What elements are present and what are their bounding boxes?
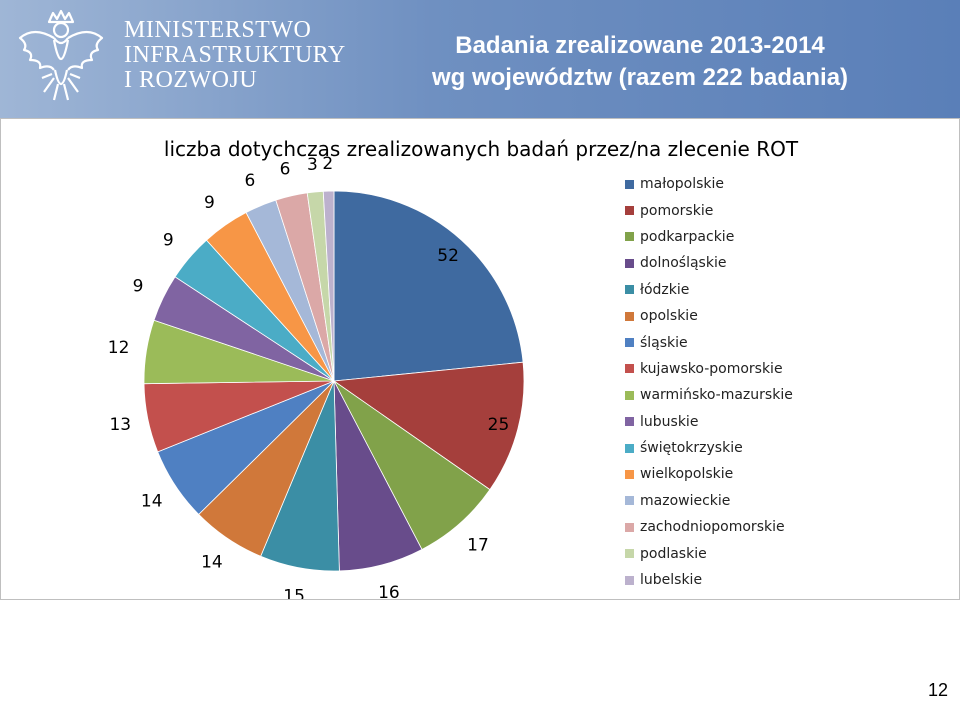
legend-entry: lubelskie	[625, 567, 793, 593]
chart-area: liczba dotychczas zrealizowanych badań p…	[0, 118, 960, 600]
legend-entry: podkarpackie	[625, 224, 793, 250]
legend-swatch	[625, 390, 634, 400]
legend-swatch	[625, 549, 634, 559]
pie-slice	[333, 190, 524, 382]
data-label: 16	[378, 583, 400, 599]
legend-label: wielkopolskie	[640, 466, 734, 483]
legend-entry: opolskie	[625, 303, 793, 329]
ministry-line: MINISTERSTWO	[124, 17, 312, 43]
legend-swatch	[625, 417, 634, 427]
data-label: 15	[283, 586, 305, 599]
legend-label: podkarpackie	[640, 228, 735, 245]
legend-swatch	[625, 206, 634, 216]
ministry-line: I ROZWOJU	[124, 67, 258, 93]
legend-entry: małopolskie	[625, 171, 793, 197]
chart-title: liczba dotychczas zrealizowanych badań p…	[163, 137, 799, 161]
legend-swatch	[625, 179, 634, 189]
legend-swatch	[625, 311, 634, 321]
legend-swatch	[625, 338, 634, 348]
legend-label: małopolskie	[640, 176, 725, 193]
data-label: 14	[141, 492, 163, 512]
slide-title: Badania zrealizowane 2013-2014 wg wojewó…	[340, 30, 940, 94]
legend-swatch	[625, 258, 634, 268]
data-label: 9	[133, 277, 144, 297]
data-label: 25	[488, 415, 510, 435]
legend-label: pomorskie	[640, 202, 714, 219]
legend-swatch	[625, 575, 634, 585]
legend-entry: śląskie	[625, 329, 793, 355]
legend-label: opolskie	[640, 308, 698, 325]
legend-label: świętokrzyskie	[640, 440, 743, 457]
data-label: 2	[322, 154, 333, 174]
data-label: 9	[204, 193, 215, 213]
page-number: 12	[927, 680, 948, 700]
white-eagle-icon	[18, 9, 104, 101]
legend-entry: mazowieckie	[625, 488, 793, 514]
legend-swatch	[625, 522, 634, 532]
legend-entry: zachodniopomorskie	[625, 514, 793, 540]
legend-label: łódzkie	[640, 281, 690, 298]
data-label: 6	[280, 160, 291, 180]
data-label: 6	[244, 171, 255, 191]
legend-swatch	[625, 285, 634, 295]
legend-label: śląskie	[640, 334, 688, 351]
legend-label: kujawsko-pomorskie	[640, 360, 783, 377]
legend-label: mazowieckie	[640, 492, 731, 509]
legend-label: lubuskie	[640, 413, 699, 430]
legend-swatch	[625, 496, 634, 506]
slide-title-line: Badania zrealizowane 2013-2014	[455, 32, 825, 59]
legend-entry: warmińsko-mazurskie	[625, 382, 793, 408]
legend-swatch	[625, 469, 634, 479]
data-label: 13	[109, 415, 131, 435]
legend-label: warmińsko-mazurskie	[640, 387, 793, 404]
legend-label: podlaskie	[640, 545, 707, 562]
ministry-name: MINISTERSTWO INFRASTRUKTURY I ROZWOJU	[124, 18, 346, 93]
legend-entry: podlaskie	[625, 540, 793, 566]
data-label: 3	[307, 155, 318, 175]
legend-swatch	[625, 443, 634, 453]
chart-legend: małopolskie pomorskie podkarpackie dolnoślą…	[625, 171, 793, 593]
slide-title-line: wg województw (razem 222 badania)	[431, 64, 849, 91]
data-label: 14	[201, 553, 223, 573]
legend-entry: dolnośląskie	[625, 250, 793, 276]
pie-slice	[322, 190, 335, 382]
data-label: 9	[163, 230, 174, 250]
legend-entry: wielkopolskie	[625, 461, 793, 487]
data-label: 17	[467, 536, 489, 556]
legend-label: lubelskie	[640, 572, 703, 589]
slide-header: MINISTERSTWO INFRASTRUKTURY I ROZWOJU Ba…	[0, 0, 960, 118]
legend-swatch	[625, 232, 634, 242]
legend-swatch	[625, 364, 634, 374]
legend-label: dolnośląskie	[640, 255, 727, 272]
data-label: 52	[437, 246, 459, 266]
legend-label: zachodniopomorskie	[640, 519, 785, 536]
pie-slice	[332, 361, 525, 491]
legend-entry: świętokrzyskie	[625, 435, 793, 461]
data-label: 12	[108, 338, 130, 358]
ministry-line: INFRASTRUKTURY	[124, 42, 346, 68]
legend-entry: łódzkie	[625, 277, 793, 303]
legend-entry: pomorskie	[625, 197, 793, 223]
legend-entry: kujawsko-pomorskie	[625, 356, 793, 382]
legend-entry: lubuskie	[625, 409, 793, 435]
